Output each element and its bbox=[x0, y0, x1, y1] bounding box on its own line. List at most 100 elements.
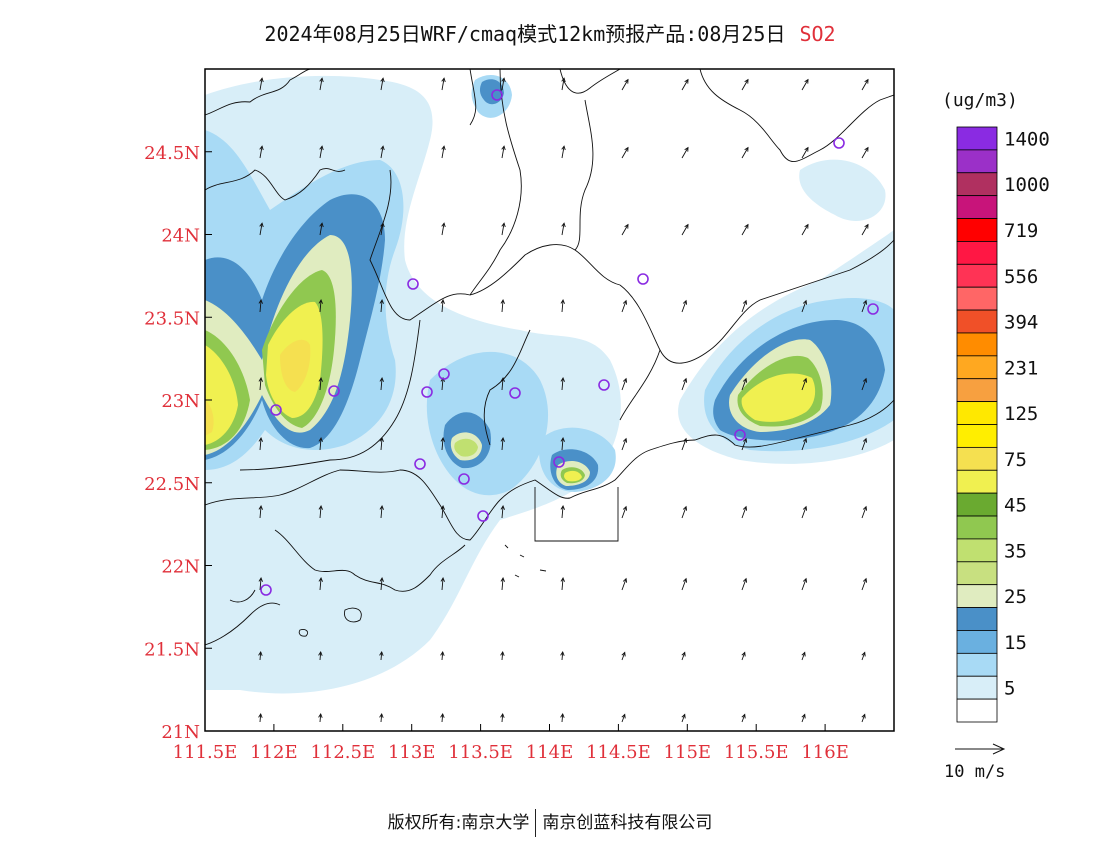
wind-arrow bbox=[318, 377, 323, 391]
wind-arrow bbox=[621, 505, 628, 519]
legend-label: 719 bbox=[1004, 220, 1038, 242]
wind-arrow bbox=[379, 713, 384, 723]
legend-label: 231 bbox=[1004, 357, 1038, 379]
station-marker bbox=[421, 386, 433, 398]
wind-arrow bbox=[560, 299, 565, 313]
lon-tick-label: 115E bbox=[664, 742, 712, 763]
so2-5-area-ne bbox=[799, 159, 886, 221]
boundary-lines bbox=[205, 69, 894, 646]
wind-arrow bbox=[861, 377, 868, 391]
wind-arrow bbox=[258, 651, 263, 661]
so2-125-area-west bbox=[280, 339, 311, 392]
wind-arrow bbox=[801, 577, 808, 591]
lat-tick-label: 23.5N bbox=[144, 308, 200, 329]
legend-units: (ug/m3) bbox=[942, 90, 1018, 111]
legend-label: 15 bbox=[1004, 632, 1027, 654]
legend-swatch bbox=[956, 607, 998, 631]
wind-arrow bbox=[440, 651, 445, 661]
legend-label: 1400 bbox=[1004, 128, 1050, 150]
lat-tick-label: 24N bbox=[161, 226, 200, 247]
wind-arrow bbox=[621, 146, 629, 159]
station-marker bbox=[867, 303, 879, 315]
island bbox=[298, 544, 547, 637]
wind-arrow bbox=[500, 377, 505, 391]
wind-arrow bbox=[681, 505, 688, 519]
station-marker bbox=[438, 368, 450, 380]
wind-arrow bbox=[259, 145, 264, 159]
legend-swatch bbox=[956, 675, 998, 700]
legend-swatch bbox=[956, 630, 998, 654]
city-boundary bbox=[369, 169, 621, 321]
wind-arrow bbox=[440, 577, 445, 591]
city-boundary bbox=[239, 319, 661, 471]
wind-arrow bbox=[319, 222, 324, 236]
wind-arrow bbox=[861, 651, 866, 661]
wind-arrow bbox=[440, 713, 445, 723]
wind-arrow bbox=[861, 577, 868, 591]
legend-label: 5 bbox=[1004, 678, 1015, 700]
wind-arrow bbox=[379, 437, 384, 451]
legend-label: 45 bbox=[1004, 495, 1027, 517]
wind-arrow bbox=[318, 437, 323, 451]
legend-swatch bbox=[956, 584, 998, 608]
legend-label: 75 bbox=[1004, 449, 1027, 471]
wind-arrow bbox=[318, 299, 323, 313]
wind-arrow bbox=[561, 145, 566, 159]
wind-arrow bbox=[861, 713, 866, 723]
lon-tick-label: 112.5E bbox=[310, 742, 375, 763]
legend-swatch bbox=[956, 561, 998, 586]
lat-tick-label: 24.5N bbox=[144, 143, 200, 164]
station-marker bbox=[260, 584, 272, 596]
wind-arrow bbox=[741, 651, 746, 661]
wind-arrow bbox=[801, 299, 808, 313]
legend-swatch bbox=[956, 424, 998, 448]
wind-arrow bbox=[501, 77, 506, 91]
wind-arrow bbox=[621, 299, 628, 313]
legend-label: 25 bbox=[1004, 586, 1027, 608]
station-marker bbox=[734, 429, 746, 441]
wind-arrow bbox=[259, 77, 264, 91]
province-boundary bbox=[699, 69, 894, 162]
map-axes: 111.5E 112E 112.5E 113E 113.5E 114E 114.5E 115E… bbox=[144, 143, 849, 763]
so2-75-area-east bbox=[741, 373, 816, 422]
station-marker bbox=[491, 89, 503, 101]
legend-label: 556 bbox=[1004, 266, 1038, 288]
station-marker bbox=[270, 404, 282, 416]
station-marker bbox=[407, 278, 419, 290]
legend-swatch bbox=[956, 286, 998, 311]
wind-arrow bbox=[681, 577, 688, 591]
wind-arrow bbox=[621, 437, 628, 451]
wind-arrow bbox=[861, 299, 868, 313]
wind-arrow bbox=[318, 577, 323, 591]
legend-swatch bbox=[956, 515, 998, 540]
wind-arrow bbox=[741, 78, 749, 91]
so2-45-area-center bbox=[454, 438, 478, 457]
wind-arrow bbox=[861, 505, 868, 519]
wind-arrow bbox=[560, 437, 565, 451]
station-markers bbox=[260, 89, 879, 596]
wind-arrow bbox=[500, 505, 505, 519]
wind-arrow bbox=[441, 222, 446, 236]
wind-arrow bbox=[379, 651, 384, 661]
legend-swatch bbox=[956, 195, 998, 219]
legend-swatch bbox=[956, 355, 998, 380]
wind-arrow bbox=[379, 377, 384, 391]
wind-arrow bbox=[861, 437, 868, 451]
wind-arrow bbox=[801, 437, 808, 451]
wind-arrow bbox=[741, 377, 748, 391]
legend-swatch bbox=[956, 309, 998, 334]
legend-label: 125 bbox=[1004, 403, 1038, 425]
title-main: 2024年08月25日WRF/cmaq模式12km预报产品:08月25日 bbox=[264, 22, 786, 46]
wind-arrow bbox=[318, 713, 323, 723]
concentration-field bbox=[205, 75, 894, 694]
wind-arrow bbox=[621, 223, 629, 236]
wind-arrow bbox=[741, 713, 746, 723]
wind-arrow bbox=[681, 299, 688, 313]
wind-arrow bbox=[741, 299, 748, 313]
wind-arrow bbox=[681, 651, 686, 661]
legend-swatch bbox=[956, 446, 998, 471]
legend-swatch bbox=[956, 401, 998, 425]
wind-arrow bbox=[560, 577, 565, 591]
lon-tick-label: 113E bbox=[388, 742, 436, 763]
legend-swatch bbox=[956, 126, 998, 151]
